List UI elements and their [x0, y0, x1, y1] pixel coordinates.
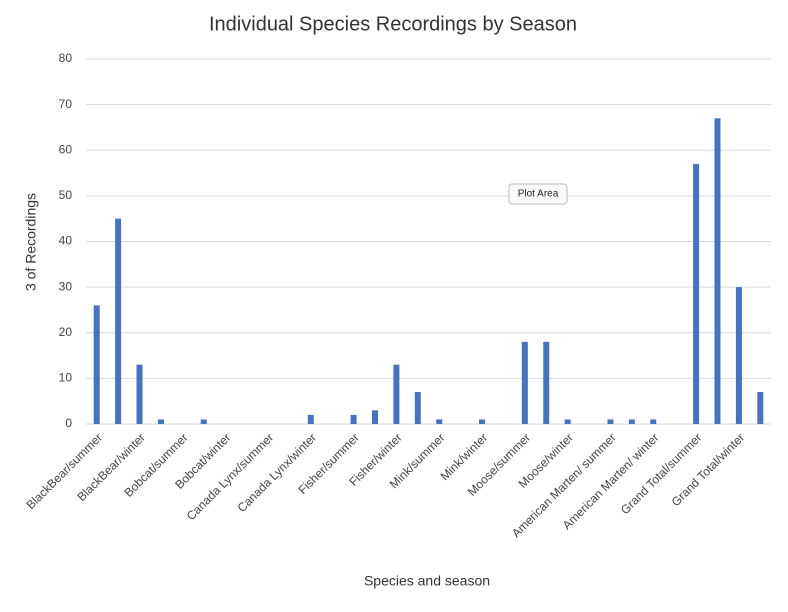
bar — [115, 218, 122, 424]
tooltip: Plot Area — [508, 183, 568, 205]
y-tick-label: 60 — [59, 142, 73, 156]
bar — [564, 419, 571, 424]
y-tick-label: 10 — [59, 371, 73, 385]
bar — [757, 392, 764, 424]
y-tick-label: 30 — [59, 279, 73, 293]
bar — [650, 419, 657, 424]
bar — [521, 341, 528, 424]
x-tick-label: Grand Total/winter — [669, 430, 748, 509]
bar — [350, 414, 357, 424]
y-tick-label: 50 — [59, 188, 73, 202]
bar — [371, 410, 378, 424]
bars — [93, 118, 764, 424]
y-tick-label: 80 — [59, 51, 73, 65]
bar — [157, 419, 164, 424]
bar — [136, 364, 143, 424]
bar — [607, 419, 614, 424]
bar — [307, 414, 314, 424]
y-tick-label: 40 — [59, 234, 73, 248]
bar — [200, 419, 207, 424]
x-tick-label: Grand Total/summer — [618, 430, 705, 517]
bar — [693, 163, 700, 424]
bar — [93, 305, 100, 424]
y-axis-title: 3 of Recordings — [23, 193, 39, 291]
y-tick-label: 0 — [65, 416, 72, 430]
y-tick-label: 70 — [59, 97, 73, 111]
y-tick-label: 20 — [59, 325, 73, 339]
bar — [393, 364, 400, 424]
x-tick-label: BlackBear/summer — [23, 430, 105, 512]
bar — [479, 419, 486, 424]
bar — [714, 118, 721, 424]
tooltip-box — [508, 183, 568, 205]
bar — [735, 287, 742, 424]
bar — [543, 341, 550, 424]
x-axis-title: Species and season — [364, 573, 490, 589]
tooltip-text: Plot Area — [518, 189, 559, 200]
bar — [628, 419, 635, 424]
x-tick-label: Canada Lynx/winter — [235, 430, 320, 515]
grid — [86, 58, 771, 425]
bar — [414, 392, 421, 424]
chart-title: Individual Species Recordings by Season — [209, 13, 577, 35]
bar — [436, 419, 443, 424]
